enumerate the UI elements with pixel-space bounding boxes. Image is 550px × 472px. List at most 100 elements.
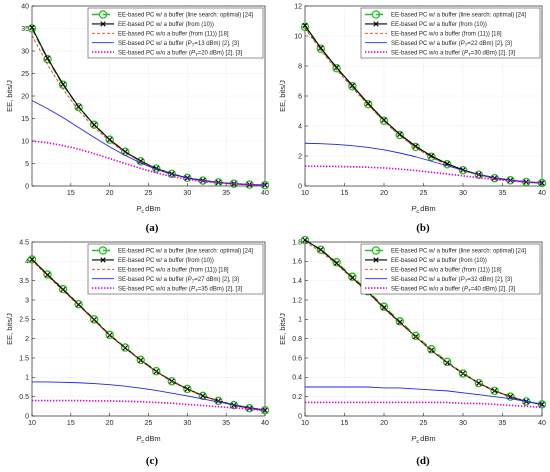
data-point-prop [365, 100, 371, 107]
legend-text: SE-based PC w/ a buffer ( [391, 41, 461, 47]
legend-text-symbol: P [464, 50, 468, 56]
data-point-prop [44, 272, 51, 278]
x-tick-label: 10 [301, 420, 309, 427]
data-point-prop [44, 55, 51, 61]
y-tick-label: 4 [298, 123, 302, 130]
y-tick-label: 30 [21, 48, 29, 55]
data-point-ls [74, 300, 83, 309]
series-line-wob [31, 260, 266, 411]
data-point-ls [316, 44, 326, 54]
axes-frame [31, 5, 266, 187]
legend-label-prop: EE-based PC w/ a buffer (from (10)) [118, 22, 214, 28]
axes-frame [304, 241, 543, 417]
data-point-ls [98, 246, 108, 255]
legend-text: =13 dBm) [2], [3] [194, 41, 239, 47]
data-point-ls [316, 245, 326, 254]
data-point-prop [397, 131, 403, 137]
data-point-ls [458, 165, 468, 175]
x-tick-label: 40 [261, 420, 269, 427]
legend-label-sew: SE-based PC w/ a buffer (PT=22 dBm) [2],… [391, 41, 512, 48]
data-point-ls [442, 159, 452, 169]
data-point-ls [506, 392, 515, 401]
data-point-prop [373, 257, 379, 263]
y-tick-label: 0.8 [292, 336, 302, 343]
x-tick-label: 35 [499, 420, 507, 427]
legend-text-symbol: P [464, 286, 468, 292]
data-point-prop [397, 319, 403, 325]
legend-text: =30 dBm) [2], [3] [471, 50, 516, 56]
x-tick-label: 25 [145, 420, 153, 427]
legend-label-sewo: SE-based PC w/o a buffer (PT=40 dBm) [2]… [391, 286, 516, 293]
data-point-ls [27, 255, 37, 264]
data-point-ls [74, 103, 83, 112]
data-point-prop [29, 24, 35, 31]
y-tick-label: 1.4 [292, 278, 302, 285]
y-tick-label: 2 [25, 336, 29, 343]
legend-text-subscript: T [195, 52, 199, 57]
data-point-prop [428, 153, 435, 159]
data-point-ls [43, 270, 52, 279]
x-tick-label: 40 [261, 190, 269, 197]
data-point-prop [100, 257, 106, 263]
y-tick-label: 1.2 [292, 297, 302, 304]
data-point-prop [75, 301, 82, 308]
x-tick-label: 15 [67, 420, 75, 427]
series-line-sewo [304, 165, 543, 184]
legend-text-subscript: T [468, 52, 472, 57]
data-point-prop [476, 380, 482, 386]
legend: EE-based PC w/ a buffer (line search: op… [87, 7, 264, 59]
y-axis-label: EE, bits/J [5, 313, 14, 345]
x-axis-label-unit: dBm [145, 434, 160, 443]
y-tick-label: 4.5 [19, 239, 29, 246]
x-tick-label: 30 [183, 420, 191, 427]
panel-label: (a) [146, 222, 159, 234]
y-tick-label: 40 [21, 3, 29, 10]
data-point-prop [381, 305, 387, 311]
data-point-ls [458, 369, 468, 378]
legend-text: SE-based PC w/ a buffer ( [118, 277, 188, 283]
y-tick-label: 0.6 [292, 355, 302, 362]
data-point-ls [89, 120, 99, 130]
data-point-ls [371, 10, 381, 19]
y-axis-label: EE, bits/J [278, 80, 287, 112]
data-point-ls [411, 142, 420, 152]
y-tick-label: 0 [298, 413, 302, 420]
x-axis-label-subscript: c [416, 209, 419, 215]
legend-label-prop: EE-based PC w/ a buffer (from (10)) [391, 22, 487, 28]
x-axis-label-symbol: P [411, 204, 416, 213]
data-point-ls [89, 315, 99, 324]
data-point-prop [302, 237, 308, 243]
x-axis-label-symbol: P [136, 204, 141, 213]
legend-label-sewo: SE-based PC w/o a buffer (PT=35 dBm) [2]… [118, 286, 243, 293]
data-point-ls [474, 378, 484, 388]
data-point-ls [395, 317, 405, 326]
data-point-ls [300, 235, 310, 245]
x-axis-label: PcdBm [411, 434, 435, 445]
data-point-prop [106, 136, 113, 143]
legend-text-subscript: T [465, 278, 469, 283]
series-line-sew [305, 386, 543, 405]
series-line-sew [304, 142, 543, 184]
data-point-prop [373, 21, 379, 27]
legend-text-subscript: T [468, 288, 472, 293]
panel-label: (d) [416, 455, 430, 467]
data-point-prop [122, 149, 128, 155]
y-tick-label: 0.5 [19, 394, 29, 401]
data-point-ls [120, 343, 130, 352]
data-point-prop [318, 45, 324, 51]
data-point-ls [371, 246, 381, 255]
x-tick-label: 20 [106, 190, 114, 197]
data-point-ls [537, 400, 547, 409]
legend-text: SE-based PC w/ a buffer ( [118, 41, 188, 47]
data-point-ls [427, 345, 436, 354]
data-point-ls [300, 22, 310, 32]
panel-label: (c) [146, 455, 159, 467]
x-tick-label: 40 [538, 420, 546, 427]
x-tick-label: 35 [499, 190, 507, 197]
x-tick-label: 25 [420, 420, 428, 427]
y-tick-label: 2 [298, 153, 302, 160]
data-point-ls [183, 384, 192, 394]
y-tick-label: 35 [21, 26, 29, 33]
legend-label-sewo: SE-based PC w/o a buffer (PT=20 dBm) [2]… [118, 50, 243, 57]
x-tick-label: 15 [67, 190, 75, 197]
